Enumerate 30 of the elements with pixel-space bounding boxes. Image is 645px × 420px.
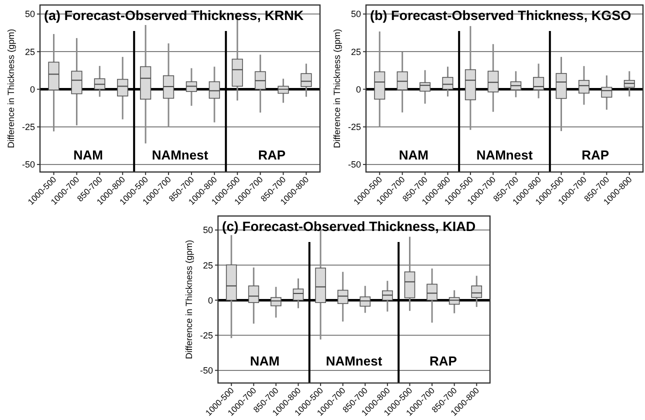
y-tick-label: -50: [22, 160, 35, 170]
y-tick-label: 50: [24, 9, 35, 20]
y-axis-title: Difference in Thickness (gpm): [332, 28, 342, 148]
y-tick-label: -25: [348, 122, 361, 132]
y-tick-label: 50: [350, 9, 361, 20]
annotation: NAM: [398, 147, 428, 162]
y-tick-label: 25: [24, 46, 35, 57]
y-tick-label: 0: [208, 295, 213, 306]
y-tick-label: 50: [202, 225, 213, 236]
annotation: NAM: [250, 353, 280, 368]
y-tick-label: 25: [202, 260, 213, 270]
y-tick-label: 0: [356, 84, 361, 94]
annotation: RAP: [429, 353, 458, 368]
annotation: NAM: [73, 147, 103, 162]
y-tick-label: -25: [22, 122, 35, 132]
chart-title: (b) Forecast-Observed Thickness, KGSO: [370, 8, 632, 23]
annotation: NAMnest: [476, 147, 534, 162]
y-tick-label: 0: [30, 84, 35, 94]
chart-title: (a) Forecast-Observed Thickness, KRNK: [44, 8, 304, 23]
annotation: NAMnest: [152, 147, 209, 162]
y-tick-label: -50: [348, 160, 361, 170]
y-tick-label: 25: [350, 46, 361, 57]
y-tick-label: -25: [200, 330, 213, 340]
annotation: RAP: [258, 147, 286, 162]
annotation: NAMnest: [326, 353, 383, 368]
chart-title: (c) Forecast-Observed Thickness, KIAD: [222, 219, 476, 234]
y-tick-label: -50: [200, 366, 213, 376]
annotation: RAP: [582, 147, 610, 162]
y-axis-title: Difference in Thickness (gpm): [6, 28, 16, 148]
y-axis-title: Difference in Thickness (gpm): [184, 240, 194, 360]
